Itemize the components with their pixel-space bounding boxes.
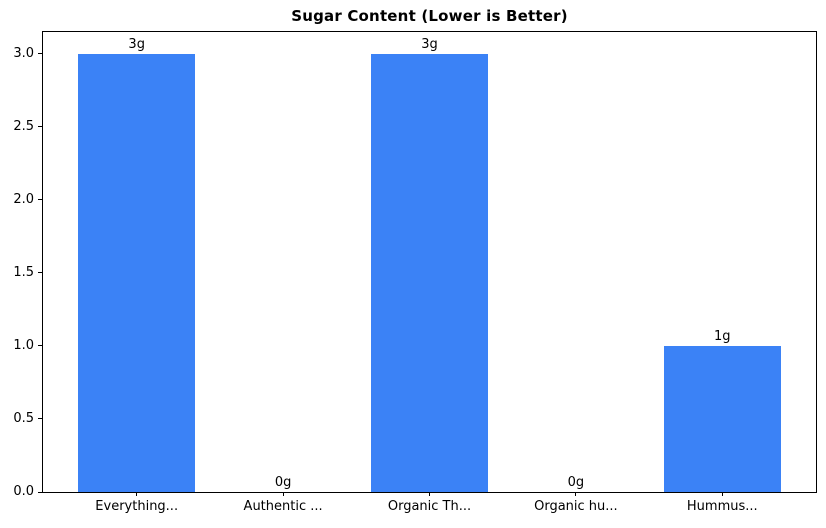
x-tick-mark xyxy=(429,492,430,496)
bar-value-label: 3g xyxy=(421,36,438,52)
bar-value-label: 0g xyxy=(567,475,585,490)
chart-title: Sugar Content (Lower is Better) xyxy=(291,7,568,25)
bar xyxy=(370,53,489,492)
y-tick-label: 2.5 xyxy=(13,118,34,134)
x-tick-mark xyxy=(136,492,138,496)
bar xyxy=(663,345,781,492)
y-tick-mark xyxy=(38,418,42,420)
y-tick-mark xyxy=(38,491,42,493)
bar xyxy=(78,53,196,492)
y-tick-label: 0.0 xyxy=(13,484,34,499)
bar-value-label: 3g xyxy=(128,36,145,52)
x-category-label: Organic hu... xyxy=(534,499,618,514)
x-category-label: Hummus... xyxy=(686,499,758,514)
y-tick-mark xyxy=(38,199,42,201)
y-tick-label: 1.0 xyxy=(13,337,34,353)
x-category-label: Everything... xyxy=(95,499,179,514)
y-tick-label: 2.0 xyxy=(13,191,34,207)
y-tick-mark xyxy=(38,272,42,274)
x-tick-mark xyxy=(575,492,577,496)
x-category-label: Authentic ... xyxy=(243,499,323,514)
x-tick-mark xyxy=(282,492,284,496)
bar-value-label: 0g xyxy=(274,475,292,490)
y-tick-mark xyxy=(38,53,42,55)
x-tick-mark xyxy=(721,492,723,496)
bar-value-label: 1g xyxy=(714,328,731,344)
plot-area: 0.0 0.5 1.0 1.5 2.0 2.5 3.0 3g Everything... 0g Au… xyxy=(13,31,817,514)
y-tick-label: 0.5 xyxy=(13,410,34,426)
y-tick-mark xyxy=(38,345,42,347)
y-tick-mark xyxy=(38,126,42,128)
y-tick-label: 1.5 xyxy=(13,264,34,280)
x-category-label: Organic Th... xyxy=(387,499,472,514)
y-tick-label: 3.0 xyxy=(13,45,34,61)
